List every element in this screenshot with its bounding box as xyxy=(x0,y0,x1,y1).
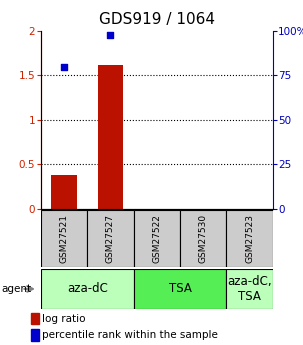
Bar xyxy=(51,175,77,209)
Text: GSM27521: GSM27521 xyxy=(60,214,68,264)
Bar xyxy=(226,210,273,267)
Point xyxy=(108,32,113,37)
Text: GSM27527: GSM27527 xyxy=(106,214,115,264)
Bar xyxy=(31,329,39,341)
Text: GSM27523: GSM27523 xyxy=(245,214,254,264)
Text: aza-dC,
TSA: aza-dC, TSA xyxy=(227,275,272,303)
Bar xyxy=(226,269,273,309)
Bar xyxy=(87,210,134,267)
Text: log ratio: log ratio xyxy=(42,314,85,324)
Title: GDS919 / 1064: GDS919 / 1064 xyxy=(99,12,215,27)
Bar xyxy=(41,210,87,267)
Text: aza-dC: aza-dC xyxy=(67,283,108,295)
Bar xyxy=(134,269,226,309)
Text: TSA: TSA xyxy=(168,283,191,295)
Text: percentile rank within the sample: percentile rank within the sample xyxy=(42,330,218,340)
Bar xyxy=(98,65,123,209)
Text: GSM27522: GSM27522 xyxy=(152,215,161,263)
Text: GSM27530: GSM27530 xyxy=(199,214,208,264)
Bar xyxy=(180,210,226,267)
Bar xyxy=(41,269,134,309)
Bar xyxy=(31,313,39,324)
Bar xyxy=(134,210,180,267)
Point xyxy=(62,64,67,69)
Text: agent: agent xyxy=(2,284,32,294)
